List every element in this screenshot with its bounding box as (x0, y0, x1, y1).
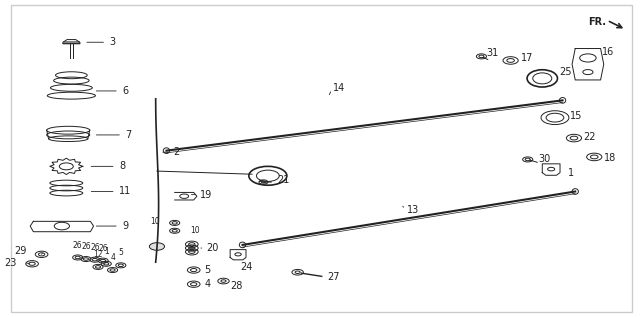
Text: 18: 18 (604, 152, 616, 163)
Text: 20: 20 (206, 243, 219, 253)
Text: 1: 1 (568, 168, 573, 178)
Text: 6: 6 (122, 86, 128, 96)
Text: 17: 17 (521, 53, 533, 63)
Text: 26: 26 (73, 241, 83, 249)
Text: 27: 27 (327, 272, 339, 282)
Text: 29: 29 (15, 246, 27, 256)
Text: 11: 11 (119, 186, 131, 197)
Text: 31: 31 (486, 48, 499, 58)
Text: 16: 16 (602, 47, 614, 57)
Text: 22: 22 (584, 133, 596, 142)
Text: 21: 21 (277, 176, 290, 185)
Text: 30: 30 (538, 154, 551, 165)
Text: 23: 23 (4, 258, 16, 268)
Circle shape (149, 243, 164, 250)
Text: 26: 26 (99, 244, 108, 253)
Text: 2: 2 (173, 147, 179, 157)
Text: 1: 1 (104, 247, 109, 256)
Text: 5: 5 (204, 265, 211, 275)
Text: 25: 25 (559, 67, 572, 77)
Text: 13: 13 (407, 205, 420, 215)
Text: 28: 28 (230, 281, 242, 291)
Text: 19: 19 (200, 190, 212, 200)
Text: 12: 12 (93, 250, 103, 259)
Text: 26: 26 (81, 242, 91, 251)
Text: 8: 8 (119, 161, 125, 171)
Text: 10: 10 (150, 217, 160, 226)
Text: 24: 24 (241, 262, 253, 272)
Text: 26: 26 (90, 243, 100, 252)
Text: FR.: FR. (588, 17, 607, 27)
Text: 10: 10 (190, 226, 200, 235)
Text: 14: 14 (333, 83, 346, 93)
Text: 5: 5 (118, 249, 124, 257)
Text: 3: 3 (109, 37, 116, 47)
Text: 4: 4 (204, 279, 211, 289)
Text: 4: 4 (110, 253, 115, 262)
Text: 9: 9 (122, 221, 128, 231)
Text: 15: 15 (570, 111, 582, 121)
Text: 7: 7 (125, 130, 131, 140)
